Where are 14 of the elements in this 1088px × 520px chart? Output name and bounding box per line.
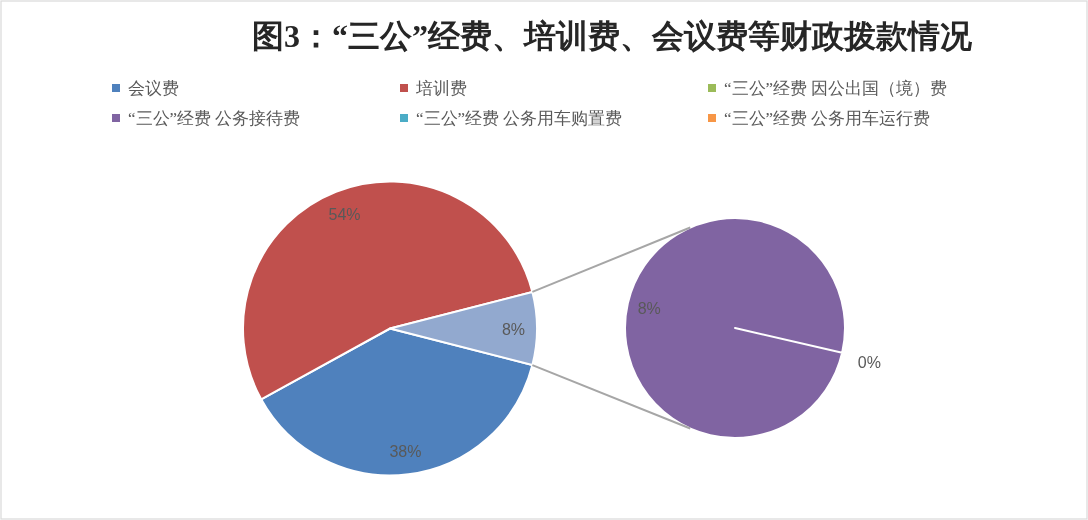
- data-label: 8%: [637, 300, 661, 318]
- legend-item: “三公”经费 公务接待费: [112, 109, 301, 128]
- data-label: 8%: [501, 320, 526, 338]
- legend-label: 培训费: [415, 79, 467, 98]
- legend-item: “三公”经费 公务用车运行费: [708, 109, 931, 128]
- data-label: 54%: [328, 205, 361, 223]
- data-label: 0%: [857, 353, 881, 371]
- legend-item: “三公”经费 因公出国（境）费: [708, 79, 948, 98]
- legend-item: 培训费: [400, 79, 467, 98]
- text: 图3：“三公”经费、培训费、会议费等财政拨款情况: [252, 18, 973, 54]
- data-label: 38%: [389, 443, 422, 460]
- legend-item: “三公”经费 公务用车购置费: [400, 109, 623, 128]
- legend-label: 会议费: [128, 79, 179, 98]
- legend-item: 会议费: [112, 79, 179, 98]
